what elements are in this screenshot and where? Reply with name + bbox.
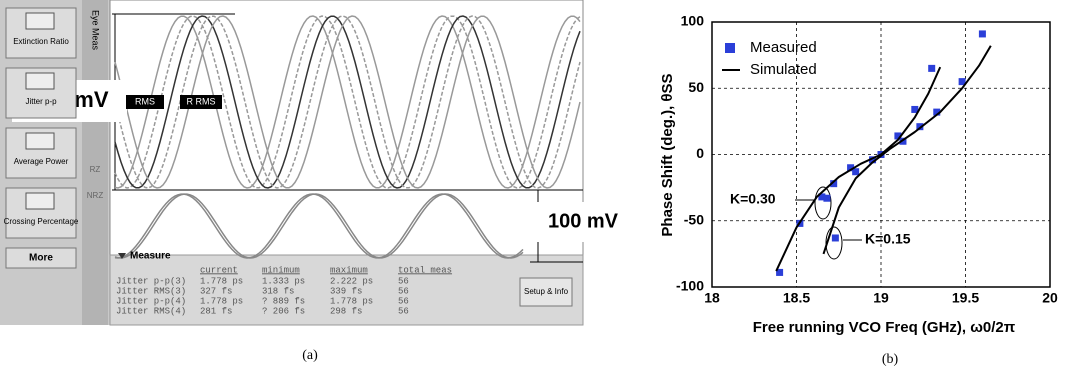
tab-label[interactable]: NRZ <box>87 191 104 200</box>
table-header: minimum <box>262 265 300 275</box>
table-cell: 1.778 ps <box>200 276 243 286</box>
legend-swatch <box>725 43 735 53</box>
table-cell: Jitter RMS(3) <box>116 286 186 296</box>
setup-button-label[interactable]: Setup & Info <box>524 287 569 296</box>
y-tick-label: 100 <box>681 13 705 29</box>
tab-label[interactable]: RZ <box>90 165 101 174</box>
table-cell: 327 fs <box>200 286 232 296</box>
annotation-ellipse <box>826 227 842 259</box>
figure: 300 mV 100 mV RMS R RMS Eye Meas RZ NRZ … <box>0 0 1065 379</box>
x-axis-title: Free running VCO Freq (GHz), ω0/2π <box>753 319 1016 336</box>
annotation: K=0.30 <box>730 191 776 207</box>
legend-label: Measured <box>750 39 817 56</box>
table-cell: 56 <box>398 276 409 286</box>
button-icon <box>26 193 54 209</box>
button-icon <box>26 73 54 89</box>
table-cell: 298 fs <box>330 306 362 316</box>
table-header: total meas <box>398 265 452 275</box>
table-cell: 56 <box>398 296 409 306</box>
caption: (a) <box>302 348 318 363</box>
table-cell: 56 <box>398 286 409 296</box>
tab-label[interactable]: Eye Meas <box>91 10 101 51</box>
table-header: maximum <box>330 265 368 275</box>
data-point <box>823 195 830 202</box>
amplitude-label: 100 mV <box>548 210 619 232</box>
x-tick-label: 18.5 <box>783 290 810 306</box>
table-cell: 1.778 ps <box>200 296 243 306</box>
marker-label: RMS <box>135 96 155 106</box>
table-header: current <box>200 265 238 275</box>
table-cell: 281 fs <box>200 306 232 316</box>
table-cell: Jitter p-p(4) <box>116 296 186 306</box>
measure-title: Measure <box>130 251 171 262</box>
table-cell: 2.222 ps <box>330 276 373 286</box>
x-tick-label: 20 <box>1042 290 1058 306</box>
table-cell: 1.333 ps <box>262 276 305 286</box>
y-axis-title: Phase Shift (deg.), θSS <box>659 73 676 236</box>
y-tick-label: -100 <box>676 278 704 294</box>
sidebar-button-label[interactable]: More <box>29 253 53 264</box>
table-cell: 1.778 ps <box>330 296 373 306</box>
caption: (b) <box>882 352 899 367</box>
button-icon <box>26 133 54 149</box>
table-cell: ? 889 fs <box>262 296 305 306</box>
table-cell: 318 fs <box>262 286 294 296</box>
legend-label: Simulated <box>750 61 817 78</box>
table-cell: Jitter p-p(3) <box>116 276 186 286</box>
y-tick-label: -50 <box>684 211 704 227</box>
sidebar-button-label[interactable]: Extinction Ratio <box>13 37 69 46</box>
x-tick-label: 18 <box>704 290 720 306</box>
scope-screen <box>110 0 583 255</box>
data-point <box>979 30 986 37</box>
button-icon <box>26 13 54 29</box>
table-cell: 56 <box>398 306 409 316</box>
table-cell: ? 206 fs <box>262 306 305 316</box>
data-point <box>832 234 839 241</box>
data-point <box>928 65 935 72</box>
sidebar-button-label[interactable]: Jitter p-p <box>25 97 57 106</box>
y-tick-label: 50 <box>688 79 704 95</box>
table-cell: 339 fs <box>330 286 362 296</box>
sidebar-button-label[interactable]: Crossing Percentage <box>4 217 79 226</box>
table-cell: Jitter RMS(4) <box>116 306 186 316</box>
y-tick-label: 0 <box>696 145 704 161</box>
sidebar-button-label[interactable]: Average Power <box>14 157 69 166</box>
annotation: K=0.15 <box>865 231 911 247</box>
marker-label: R RMS <box>187 96 216 106</box>
x-tick-label: 19 <box>873 290 889 306</box>
x-tick-label: 19.5 <box>952 290 979 306</box>
